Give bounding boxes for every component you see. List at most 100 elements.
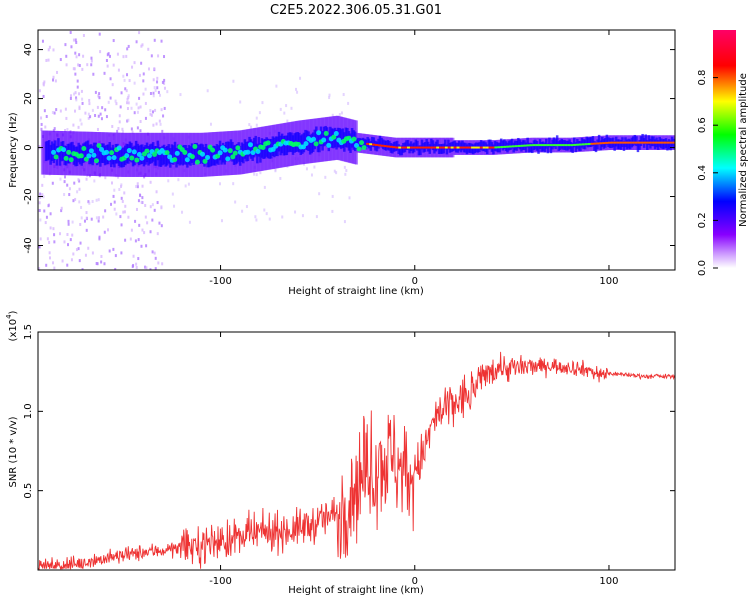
spectrogram-cell	[72, 67, 75, 71]
spectrogram-cell	[153, 67, 156, 71]
spectrogram-band	[538, 139, 542, 149]
spectrogram-cell	[156, 80, 159, 84]
spectrogram-band	[353, 131, 357, 152]
spectrogram-band	[164, 147, 167, 167]
spectrogram-band	[489, 139, 492, 150]
spectrogram-blob	[131, 149, 137, 155]
spectrogram-cell	[136, 110, 139, 114]
spectrogram-cell	[64, 175, 67, 179]
spectrogram-cell	[68, 193, 71, 197]
spectrogram-cell	[340, 111, 343, 115]
spectrogram-blob	[311, 136, 317, 142]
spectrogram-band	[644, 134, 647, 145]
spectrogram-band	[437, 144, 441, 154]
spectrogram-blob	[152, 151, 158, 157]
spectrogram-ridge	[546, 144, 550, 147]
spectrogram-ridge	[625, 141, 629, 144]
spectrogram-cell	[43, 80, 46, 84]
spectrogram-band	[265, 137, 268, 157]
spectrogram-cell	[85, 228, 88, 232]
spectrogram-band	[178, 145, 181, 166]
spectrogram-blob	[167, 154, 173, 160]
spectrogram-cell	[151, 250, 154, 254]
spectrogram-blob	[210, 147, 216, 153]
spectrogram-band	[85, 141, 88, 161]
spectrogram-cell	[219, 182, 222, 186]
spectrogram-cell	[331, 113, 334, 117]
spectrogram-band	[203, 147, 206, 167]
spectrogram-ridge	[497, 146, 501, 149]
spectrogram-cell	[295, 87, 298, 91]
spectrogram-band	[571, 143, 574, 153]
spectrogram-cell	[153, 251, 156, 255]
spectrogram-band	[540, 142, 543, 152]
spectrogram-band	[529, 142, 533, 153]
spectrogram-ridge	[567, 144, 571, 147]
spectrogram-cell	[125, 89, 128, 93]
spectrogram-ridge	[433, 146, 437, 149]
spectrogram-cell	[72, 252, 75, 256]
spectrogram-cell	[254, 215, 257, 219]
spectrogram-cell	[100, 254, 103, 258]
spectrogram-band	[409, 141, 413, 152]
spectrogram-cell	[144, 215, 147, 219]
spectrogram-band	[512, 142, 515, 153]
spectrogram-cell	[52, 75, 55, 79]
spectrogram-band	[541, 141, 545, 152]
spectrogram-cell	[331, 209, 334, 213]
spectrogram-cell	[81, 101, 84, 105]
spectrogram-cell	[137, 106, 140, 110]
colorbar-tick-label: 0.8	[697, 70, 708, 86]
spectrogram-blob	[232, 150, 238, 156]
spectrogram-blob	[139, 155, 145, 161]
spectrogram-band	[308, 134, 312, 155]
spectrogram-blob	[134, 157, 140, 163]
spectrogram-cell	[343, 165, 346, 169]
spectrogram-band	[221, 142, 225, 163]
spectrogram-cell	[122, 55, 125, 59]
spectrogram-cell	[88, 102, 91, 106]
spectrogram-band	[369, 141, 372, 151]
spectrogram-band	[159, 147, 163, 167]
spectrogram-cell	[79, 118, 82, 122]
spectrogram-ridge	[441, 146, 445, 149]
spectrogram-cell	[42, 94, 45, 98]
spectrogram-ridge	[570, 144, 574, 147]
spectrogram-cell	[54, 79, 57, 83]
spectrogram-cell	[63, 180, 66, 184]
spectrogram-cell	[153, 208, 156, 212]
spectrogram-ridge	[459, 146, 463, 149]
spectrogram-blob	[164, 150, 170, 156]
spectrogram-band	[646, 140, 649, 150]
spectrogram-blob	[109, 150, 115, 156]
spectrogram-band	[226, 141, 230, 162]
spectrogram-cell	[92, 72, 95, 76]
spectrogram-cell	[80, 205, 83, 209]
spectrogram-cell	[90, 59, 93, 63]
spectrogram-cell	[166, 90, 169, 94]
spectrogram-cell	[136, 182, 139, 186]
spectrogram-blob	[222, 147, 228, 153]
spectrogram-cell	[63, 193, 66, 197]
spectrogram-band	[493, 141, 497, 151]
spectrogram-cell	[95, 262, 98, 266]
spectrogram-ridge	[453, 146, 457, 149]
spectrogram-cell	[156, 232, 159, 236]
spectrogram-cell	[141, 184, 144, 188]
spectrogram-cell	[49, 226, 52, 230]
snr-x-ticks: -100 0 100	[209, 332, 619, 587]
spectrogram-cell	[158, 221, 161, 225]
spectrogram-cell	[118, 114, 121, 118]
spectrogram-band	[588, 137, 592, 148]
spectrogram-cell	[98, 96, 101, 100]
spectrogram-cell	[74, 109, 77, 113]
spectrogram-cell	[347, 101, 350, 105]
spectrogram-cell	[103, 262, 106, 266]
spectrogram-cell	[72, 38, 75, 42]
spectrogram-cell	[261, 101, 264, 105]
spectrogram-blob	[217, 150, 223, 156]
spectrogram-cell	[188, 220, 191, 224]
spectrogram-blob	[303, 141, 309, 147]
spectrogram-cell	[53, 266, 56, 270]
spectrogram-cell	[124, 204, 127, 208]
